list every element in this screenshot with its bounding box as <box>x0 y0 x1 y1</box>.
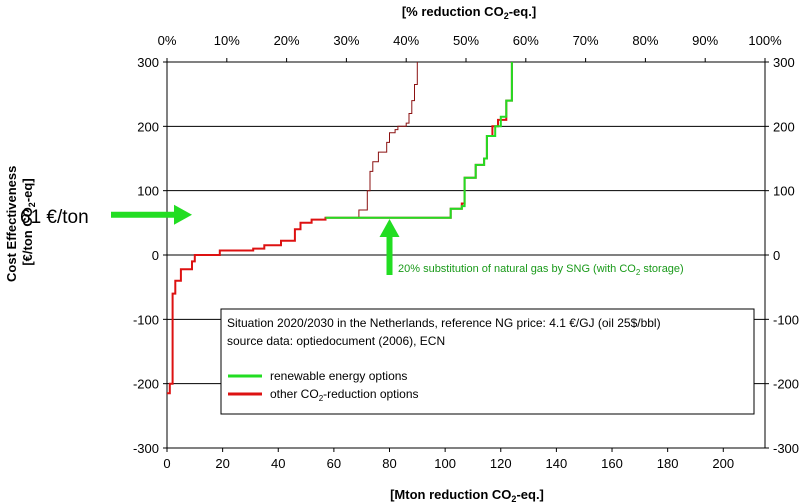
x-tick-label: 100 <box>434 456 456 471</box>
x-tick-label: 140 <box>546 456 568 471</box>
top-axis-label-b: -eq.] <box>509 4 536 19</box>
y-axis-label-line2-sub: 2 <box>27 202 37 207</box>
sng-arrow <box>379 219 400 275</box>
x-tick-label: 120 <box>490 456 512 471</box>
legend-box <box>220 308 755 415</box>
top-axis-label-a: [% reduction CO <box>402 4 504 19</box>
y-tick-label-left: -200 <box>133 377 159 392</box>
x-axis-label: [Mton reduction CO2-eq.] <box>390 487 544 504</box>
top-tick-label: 50% <box>453 33 479 48</box>
price-label: 61 €/ton <box>20 207 89 228</box>
x-axis-label-b: -eq.] <box>516 487 543 502</box>
x-tick-label: 20 <box>215 456 229 471</box>
y-tick-label-right: -200 <box>773 377 799 392</box>
y-axis-label: Cost Effectiveness [€/ton CO2-eq] <box>4 162 37 282</box>
top-tick-label: 40% <box>393 33 419 48</box>
x-tick-label: 60 <box>327 456 341 471</box>
legend-entry-other-a: other CO <box>270 387 319 401</box>
y-tick-label-right: 0 <box>773 248 780 263</box>
y-tick-label-left: 0 <box>152 248 159 263</box>
price-arrow <box>111 204 192 225</box>
top-tick-label: 0% <box>158 33 177 48</box>
legend-entry-other-b: -reduction options <box>323 387 418 401</box>
legend-entry-other: other CO2-reduction options <box>270 387 419 403</box>
top-tick-label: 20% <box>274 33 300 48</box>
x-tick-label: 0 <box>163 456 170 471</box>
top-tick-label: 30% <box>333 33 359 48</box>
x-axis-label-sub: 2 <box>511 494 516 504</box>
top-tick-label: 10% <box>214 33 240 48</box>
y-tick-label-left: 200 <box>137 119 159 134</box>
y-tick-label-left: 300 <box>137 55 159 70</box>
y-tick-label-right: 300 <box>773 55 795 70</box>
x-axis-label-a: [Mton reduction CO <box>390 487 511 502</box>
sng-arrow-head <box>379 219 400 237</box>
y-tick-label-right: -100 <box>773 312 799 327</box>
legend: Situation 2020/2030 in the Netherlands, … <box>220 308 755 415</box>
top-axis-label: [% reduction CO2-eq.] <box>402 4 536 21</box>
top-tick-label: 60% <box>513 33 539 48</box>
x-tick-label: 180 <box>657 456 679 471</box>
series-lines <box>167 62 513 395</box>
y-axis-label-line2-b: -eq] <box>20 178 35 202</box>
top-axis-label-sub: 2 <box>504 11 509 21</box>
price-arrow-head <box>174 204 192 225</box>
sng-annotation-sub: 2 <box>636 268 641 277</box>
y-tick-label-right: 100 <box>773 184 795 199</box>
legend-entry-other-sub: 2 <box>319 394 324 403</box>
y-tick-label-left: -300 <box>133 441 159 456</box>
legend-entry-renewable: renewable energy options <box>270 369 407 383</box>
y-axis-label-line2-a: [€/ton CO <box>20 207 35 266</box>
top-tick-label: 90% <box>692 33 718 48</box>
sng-annotation-a: 20% substitution of natural gas by SNG (… <box>398 263 636 275</box>
x-tick-label: 200 <box>712 456 734 471</box>
legend-line2: source data: optiedocument (2006), ECN <box>227 334 445 348</box>
x-tick-label: 160 <box>601 456 623 471</box>
y-tick-label-right: 200 <box>773 119 795 134</box>
top-tick-label: 100% <box>748 33 782 48</box>
series-line-2 <box>325 62 418 219</box>
legend-line1: Situation 2020/2030 in the Netherlands, … <box>227 316 661 330</box>
y-tick-label-right: -300 <box>773 441 799 456</box>
sng-annotation-b: storage) <box>640 263 683 275</box>
x-tick-label: 40 <box>271 456 285 471</box>
sng-annotation: 20% substitution of natural gas by SNG (… <box>398 263 684 277</box>
y-tick-label-left: 100 <box>137 184 159 199</box>
top-tick-label: 80% <box>632 33 658 48</box>
x-tick-label: 80 <box>382 456 396 471</box>
series-line-0 <box>325 62 513 219</box>
y-axis-label-line1: Cost Effectiveness <box>4 166 19 282</box>
top-tick-label: 70% <box>573 33 599 48</box>
y-tick-label-left: -100 <box>133 312 159 327</box>
